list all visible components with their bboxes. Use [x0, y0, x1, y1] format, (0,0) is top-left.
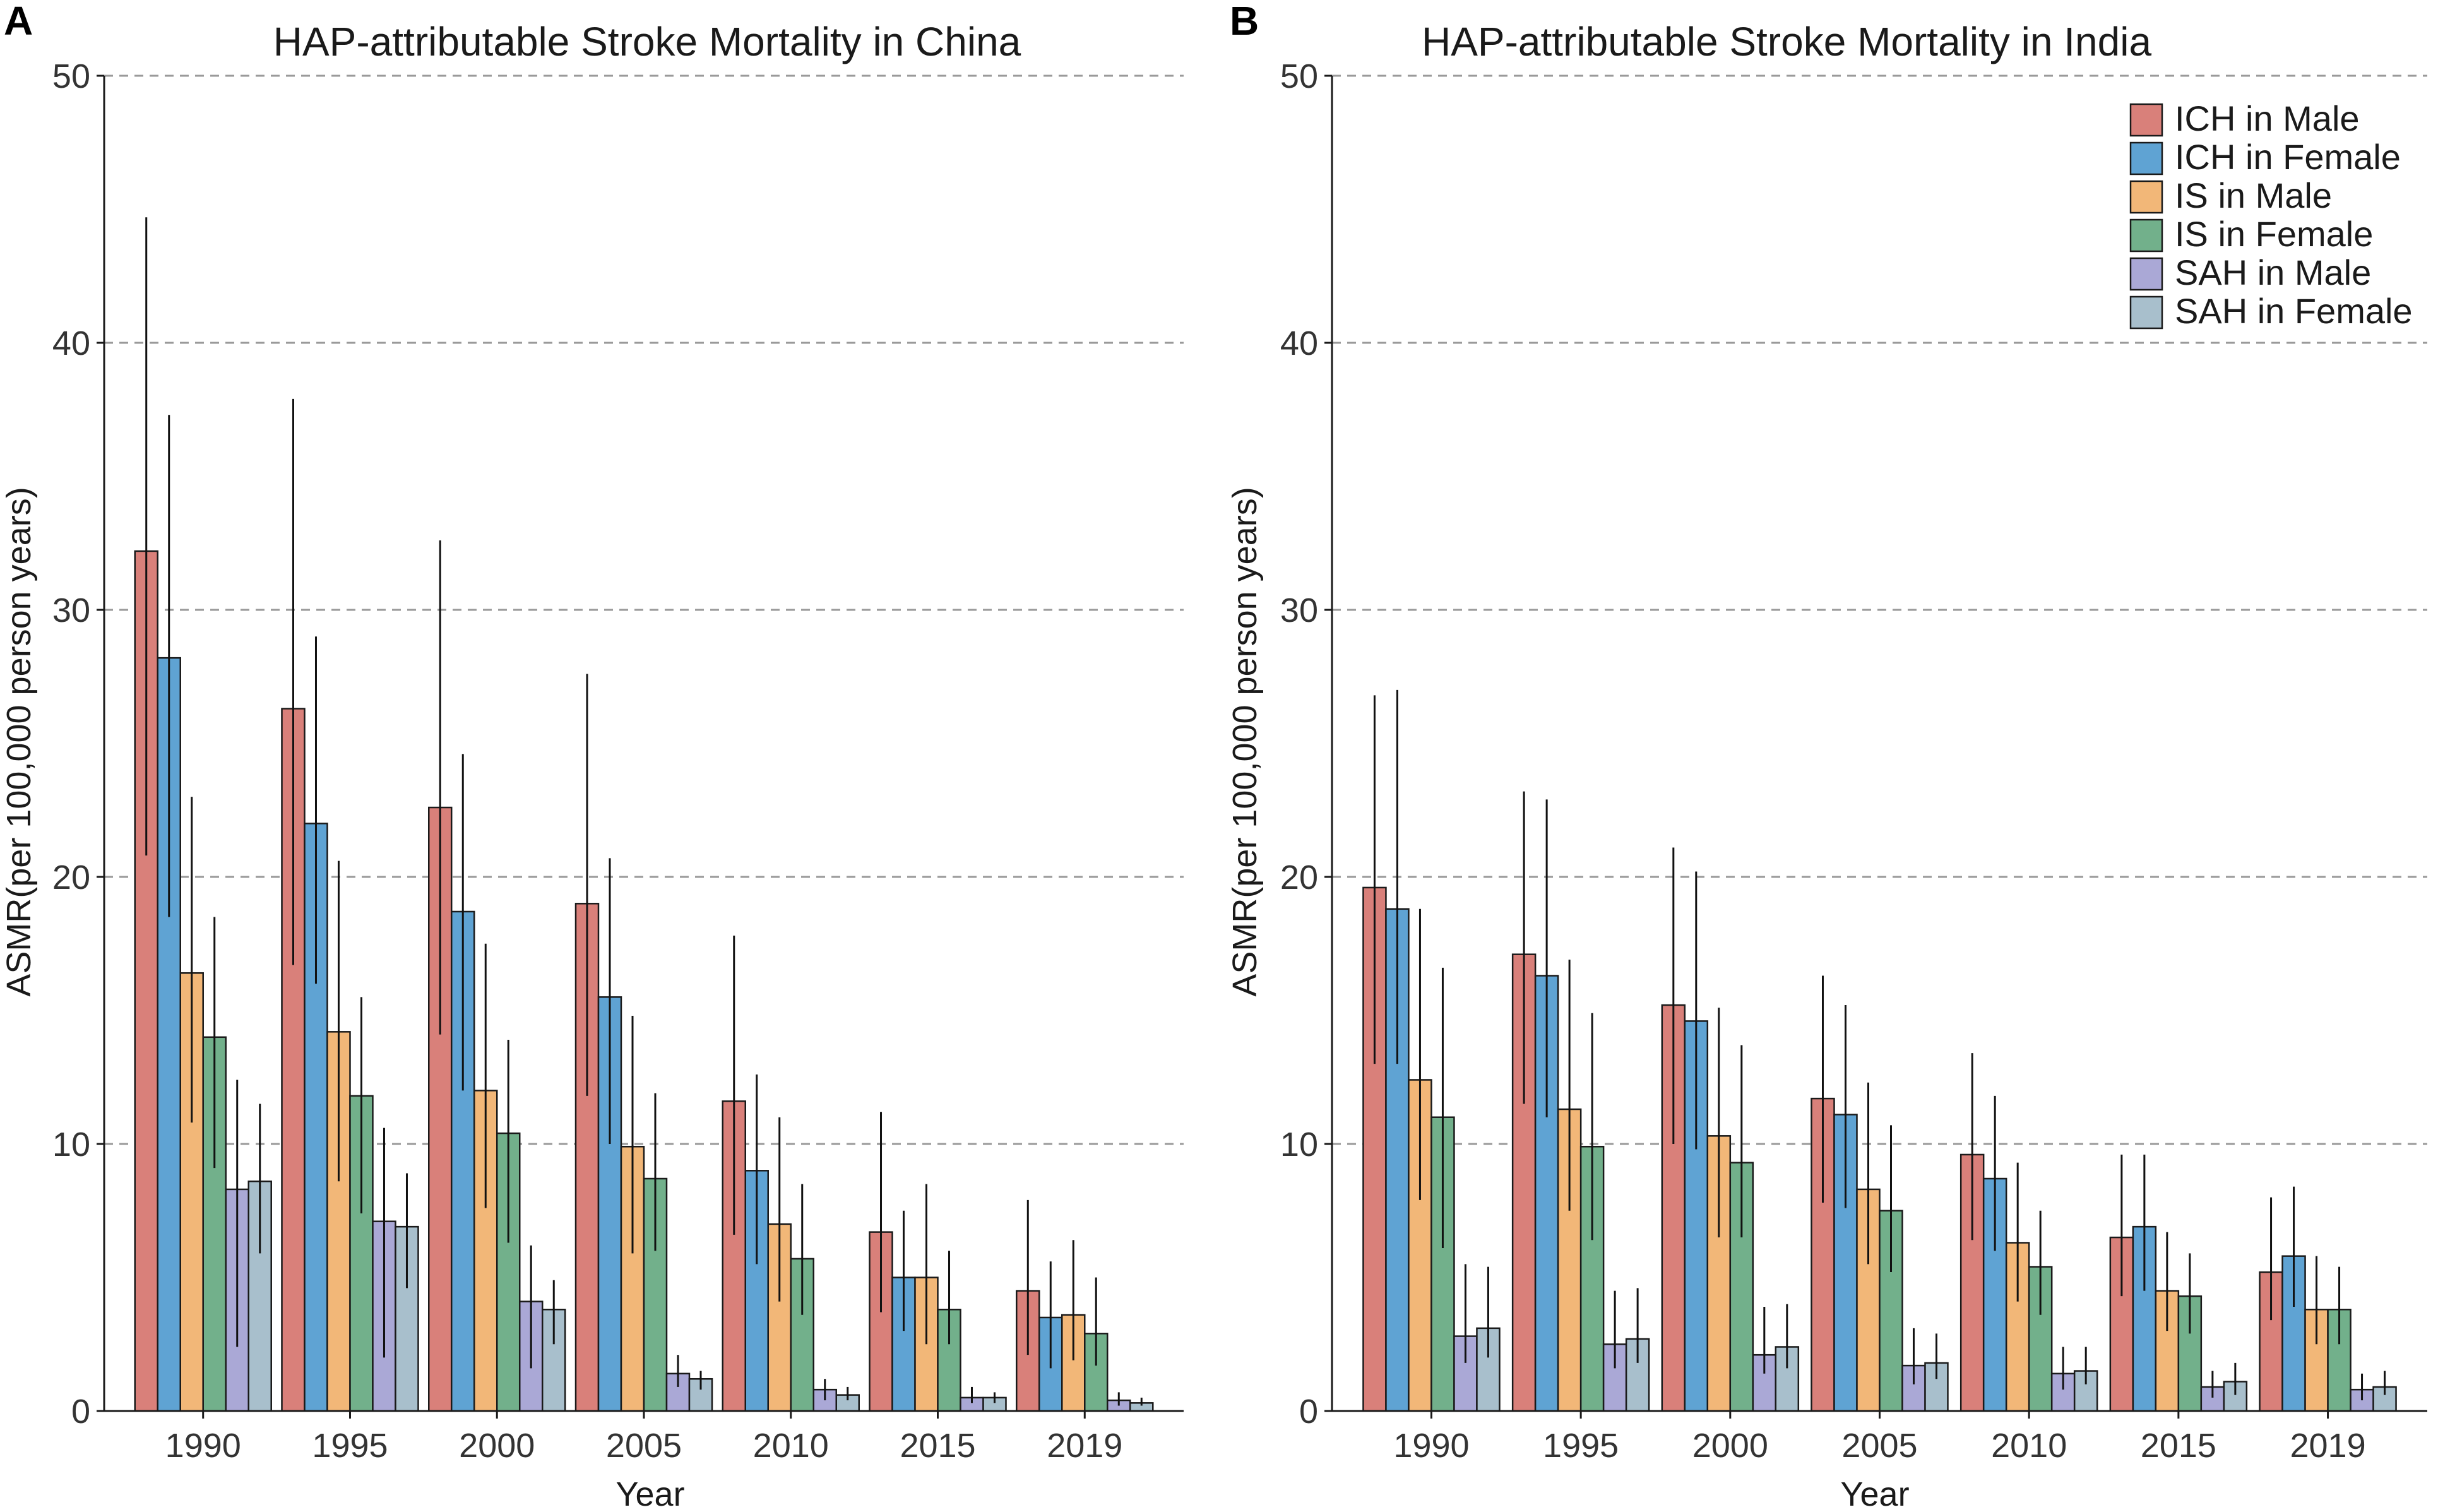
legend-label: IS in Male — [2175, 176, 2332, 215]
legend-label: ICH in Female — [2175, 137, 2401, 177]
legend-swatch — [2129, 180, 2163, 214]
y-tick-label: 20 — [1280, 859, 1318, 896]
x-tick-label: 2015 — [2141, 1427, 2216, 1465]
panel-a-x-ticks: 1990 1995 2000 2005 2010 2015 2019 — [165, 1411, 1122, 1465]
x-tick-label: 2005 — [606, 1427, 682, 1465]
panel-b-chart: B HAP-attributable Stroke Mortality in I… — [1226, 0, 2427, 1512]
y-tick-label: 10 — [52, 1126, 90, 1164]
x-tick-label: 2010 — [1991, 1427, 2067, 1465]
x-tick-label: 2005 — [1841, 1427, 1917, 1465]
panel-b-bars — [1362, 886, 2397, 1412]
panel-b-y-ticks: 0 10 20 30 40 50 — [1280, 57, 1332, 1431]
y-tick-label: 40 — [52, 324, 90, 362]
panel-a-x-axis-title: Year — [615, 1475, 684, 1512]
panel-a-y-ticks: 0 10 20 30 40 50 — [52, 57, 104, 1431]
panel-b-x-axis-title: Year — [1840, 1475, 1909, 1512]
y-tick-label: 0 — [1299, 1393, 1318, 1431]
panel-a-gridlines — [104, 74, 1184, 1145]
panel-a-bars — [134, 550, 1154, 1412]
legend-swatch — [2129, 257, 2163, 291]
panel-b-error-bars — [1373, 689, 2386, 1401]
y-tick-label: 50 — [1280, 57, 1318, 95]
x-tick-label: 2000 — [459, 1427, 535, 1465]
x-tick-label: 1990 — [1393, 1427, 1469, 1465]
legend-swatch — [2129, 141, 2163, 176]
x-tick-label: 2000 — [1692, 1427, 1768, 1465]
x-tick-label: 1990 — [165, 1427, 241, 1465]
y-tick-label: 30 — [1280, 592, 1318, 629]
panel-a-title: HAP-attributable Stroke Mortality in Chi… — [273, 19, 1021, 64]
panel-a-y-axis-title: ASMR(per 100,000 person years) — [0, 487, 38, 996]
y-tick-label: 30 — [52, 592, 90, 629]
legend-label: IS in Female — [2175, 214, 2373, 254]
panel-a-error-bars — [145, 217, 1143, 1406]
y-tick-label: 0 — [71, 1393, 90, 1431]
y-tick-label: 20 — [52, 859, 90, 896]
panel-b-x-ticks: 1990 1995 2000 2005 2010 2015 2019 — [1393, 1411, 2366, 1465]
legend-swatch — [2129, 218, 2163, 253]
legend-label: ICH in Male — [2175, 98, 2360, 138]
legend-swatch — [2129, 295, 2163, 330]
x-tick-label: 1995 — [312, 1427, 388, 1465]
panel-b-gridlines — [1332, 74, 2427, 1145]
legend-swatch — [2129, 103, 2163, 137]
legend-label: SAH in Female — [2175, 291, 2413, 331]
panel-b-letter: B — [1230, 0, 1259, 44]
x-tick-label: 2015 — [900, 1427, 975, 1465]
x-tick-label: 1995 — [1543, 1427, 1619, 1465]
panel-a-letter: A — [4, 0, 33, 44]
x-tick-label: 2010 — [753, 1427, 829, 1465]
x-tick-label: 2019 — [2290, 1427, 2365, 1465]
panel-b-y-axis-title: ASMR(per 100,000 person years) — [1226, 487, 1264, 996]
panel-a-chart: A HAP-attributable Stroke Mortality in C… — [0, 0, 1184, 1512]
legend-label: SAH in Male — [2175, 253, 2371, 292]
y-tick-label: 10 — [1280, 1126, 1318, 1164]
x-tick-label: 2019 — [1047, 1427, 1122, 1465]
panel-b-title: HAP-attributable Stroke Mortality in Ind… — [1422, 19, 2151, 64]
y-tick-label: 50 — [52, 57, 90, 95]
y-tick-label: 40 — [1280, 324, 1318, 362]
bar — [1625, 1338, 1650, 1412]
